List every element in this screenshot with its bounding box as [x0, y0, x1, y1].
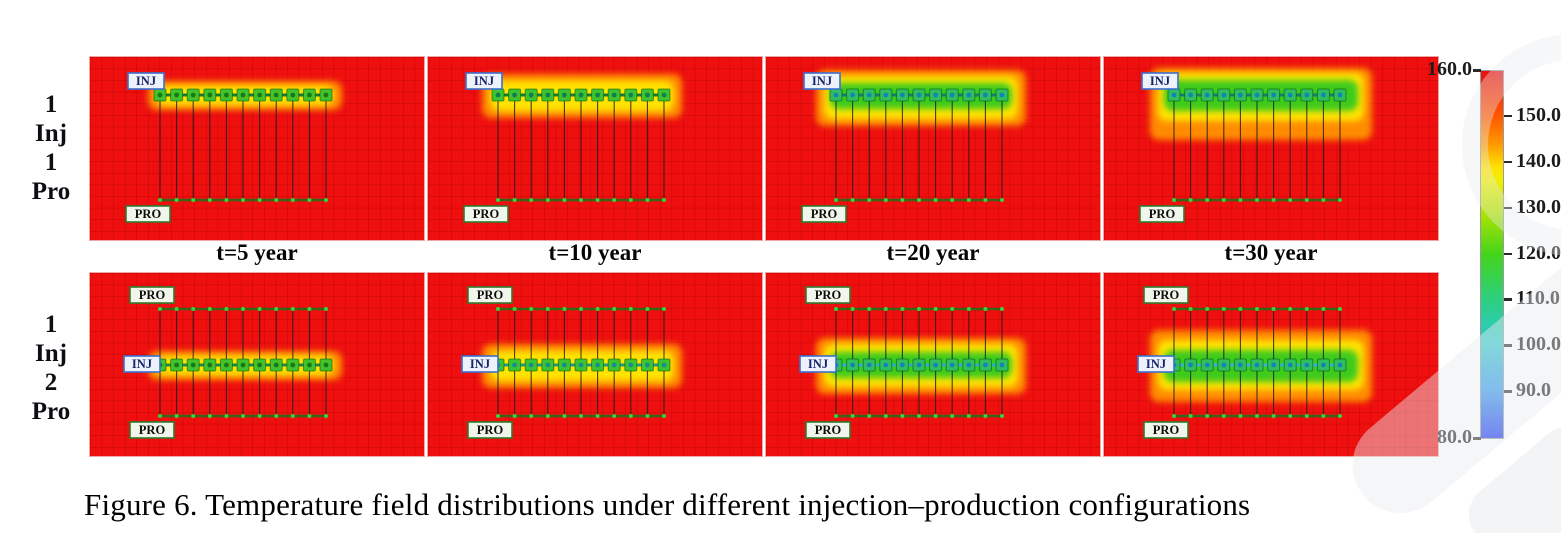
- row-label-1inj-2pro: 1 Inj 2 Pro: [31, 311, 71, 425]
- heatmap-panel-1inj1pro-t10: INJ PRO: [427, 56, 763, 241]
- colorbar-tick: [1504, 344, 1512, 347]
- pro-well-label-box: [463, 205, 509, 223]
- colorbar-tick-label: 110.0: [1516, 287, 1560, 310]
- time-label-t5: t=5 year: [216, 240, 298, 265]
- colorbar-tick: [1504, 252, 1512, 255]
- pro-well-label: PRO: [1149, 207, 1176, 221]
- time-label-t20: t=20 year: [886, 240, 980, 265]
- colorbar-tick: [1504, 206, 1512, 210]
- pro-well-label: PRO: [1153, 423, 1180, 437]
- pro-well-label-box: [125, 205, 171, 223]
- colorbar-tick-label: 100.0: [1516, 333, 1561, 356]
- colorbar-tick-label: 120.0: [1516, 241, 1561, 264]
- inj-well-label: INJ: [474, 74, 494, 88]
- inj-well-label-box: [465, 72, 503, 90]
- colorbar-tick-label: 90.0: [1516, 379, 1551, 402]
- pro-well-label: PRO: [815, 423, 842, 437]
- inj-well-label: INJ: [132, 357, 152, 371]
- row-label-1inj-1pro: 1 Inj 1 Pro: [31, 91, 71, 205]
- heatmap-panel-1inj2pro-t5: PRO INJ PRO: [89, 272, 425, 457]
- pro-well-label: PRO: [473, 207, 500, 221]
- colorbar: 160.0 80.0 150.0 140.0 130.0 120.0 110.0 100.…: [1408, 57, 1561, 497]
- pro-well-label: PRO: [811, 207, 838, 221]
- heatmap-panel-1inj1pro-t5: INJ PRO: [89, 56, 425, 241]
- heatmap-panel-1inj2pro-t10: PRO INJ PRO: [427, 272, 763, 457]
- time-label-t30: t=30 year: [1224, 240, 1318, 265]
- pro-well-label: PRO: [1153, 288, 1180, 302]
- inj-well-label-box: [461, 355, 499, 373]
- pro-well-label-box: [1143, 421, 1189, 439]
- pro-well-label: PRO: [139, 288, 166, 302]
- pro-well-label: PRO: [477, 423, 504, 437]
- pro-well-label-box: [467, 286, 513, 304]
- colorbar-tick: [1504, 390, 1512, 393]
- inj-well-label: INJ: [812, 74, 832, 88]
- pro-well-label: PRO: [135, 207, 162, 221]
- colorbar-tick-label: 150.0: [1516, 103, 1561, 126]
- time-label-t10: t=10 year: [548, 240, 642, 265]
- colorbar-tick-label: 140.0: [1516, 149, 1561, 172]
- inj-well-label-box: [1137, 355, 1175, 373]
- inj-well-label: INJ: [1146, 357, 1166, 371]
- colorbar-min-tick: [1473, 437, 1481, 440]
- pro-well-label-box: [467, 421, 513, 439]
- inj-well-label: INJ: [136, 74, 156, 88]
- figure-caption: Figure 6. Temperature field distribution…: [84, 487, 1251, 522]
- heatmap-panel-1inj2pro-t20: PRO INJ PRO: [765, 272, 1101, 457]
- colorbar-gradient: [1480, 70, 1504, 439]
- pro-well-label: PRO: [815, 288, 842, 302]
- pro-well-label-box: [805, 286, 851, 304]
- inj-well-label-box: [799, 355, 837, 373]
- pro-well-label-box: [805, 421, 851, 439]
- pro-well-label-box: [129, 286, 175, 304]
- pro-well-label-box: [1139, 205, 1185, 223]
- colorbar-tick-label: 130.0: [1516, 195, 1561, 218]
- colorbar-max-tick: [1473, 69, 1481, 72]
- pro-well-label-box: [129, 421, 175, 439]
- colorbar-max-label: 160.0: [1427, 58, 1472, 80]
- colorbar-tick: [1504, 298, 1512, 301]
- inj-well-label: INJ: [470, 357, 490, 371]
- inj-well-label-box: [803, 72, 841, 90]
- inj-well-label-box: [127, 72, 165, 90]
- pro-well-label-box: [801, 205, 847, 223]
- colorbar-tick: [1504, 114, 1512, 118]
- colorbar-tick: [1504, 160, 1512, 164]
- inj-well-label: INJ: [808, 357, 828, 371]
- heatmap-panel-1inj2pro-t30: PRO INJ PRO: [1103, 272, 1439, 457]
- pro-well-label-box: [1143, 286, 1189, 304]
- pro-well-label: PRO: [477, 288, 504, 302]
- inj-well-label: INJ: [1150, 74, 1170, 88]
- colorbar-min-label: 80.0: [1437, 426, 1472, 448]
- inj-well-label-box: [1141, 72, 1179, 90]
- inj-well-label-box: [123, 355, 161, 373]
- heatmap-panel-1inj1pro-t30: INJ PRO: [1103, 56, 1439, 241]
- pro-well-label: PRO: [139, 423, 166, 437]
- heatmap-panel-1inj1pro-t20: INJ PRO: [765, 56, 1101, 241]
